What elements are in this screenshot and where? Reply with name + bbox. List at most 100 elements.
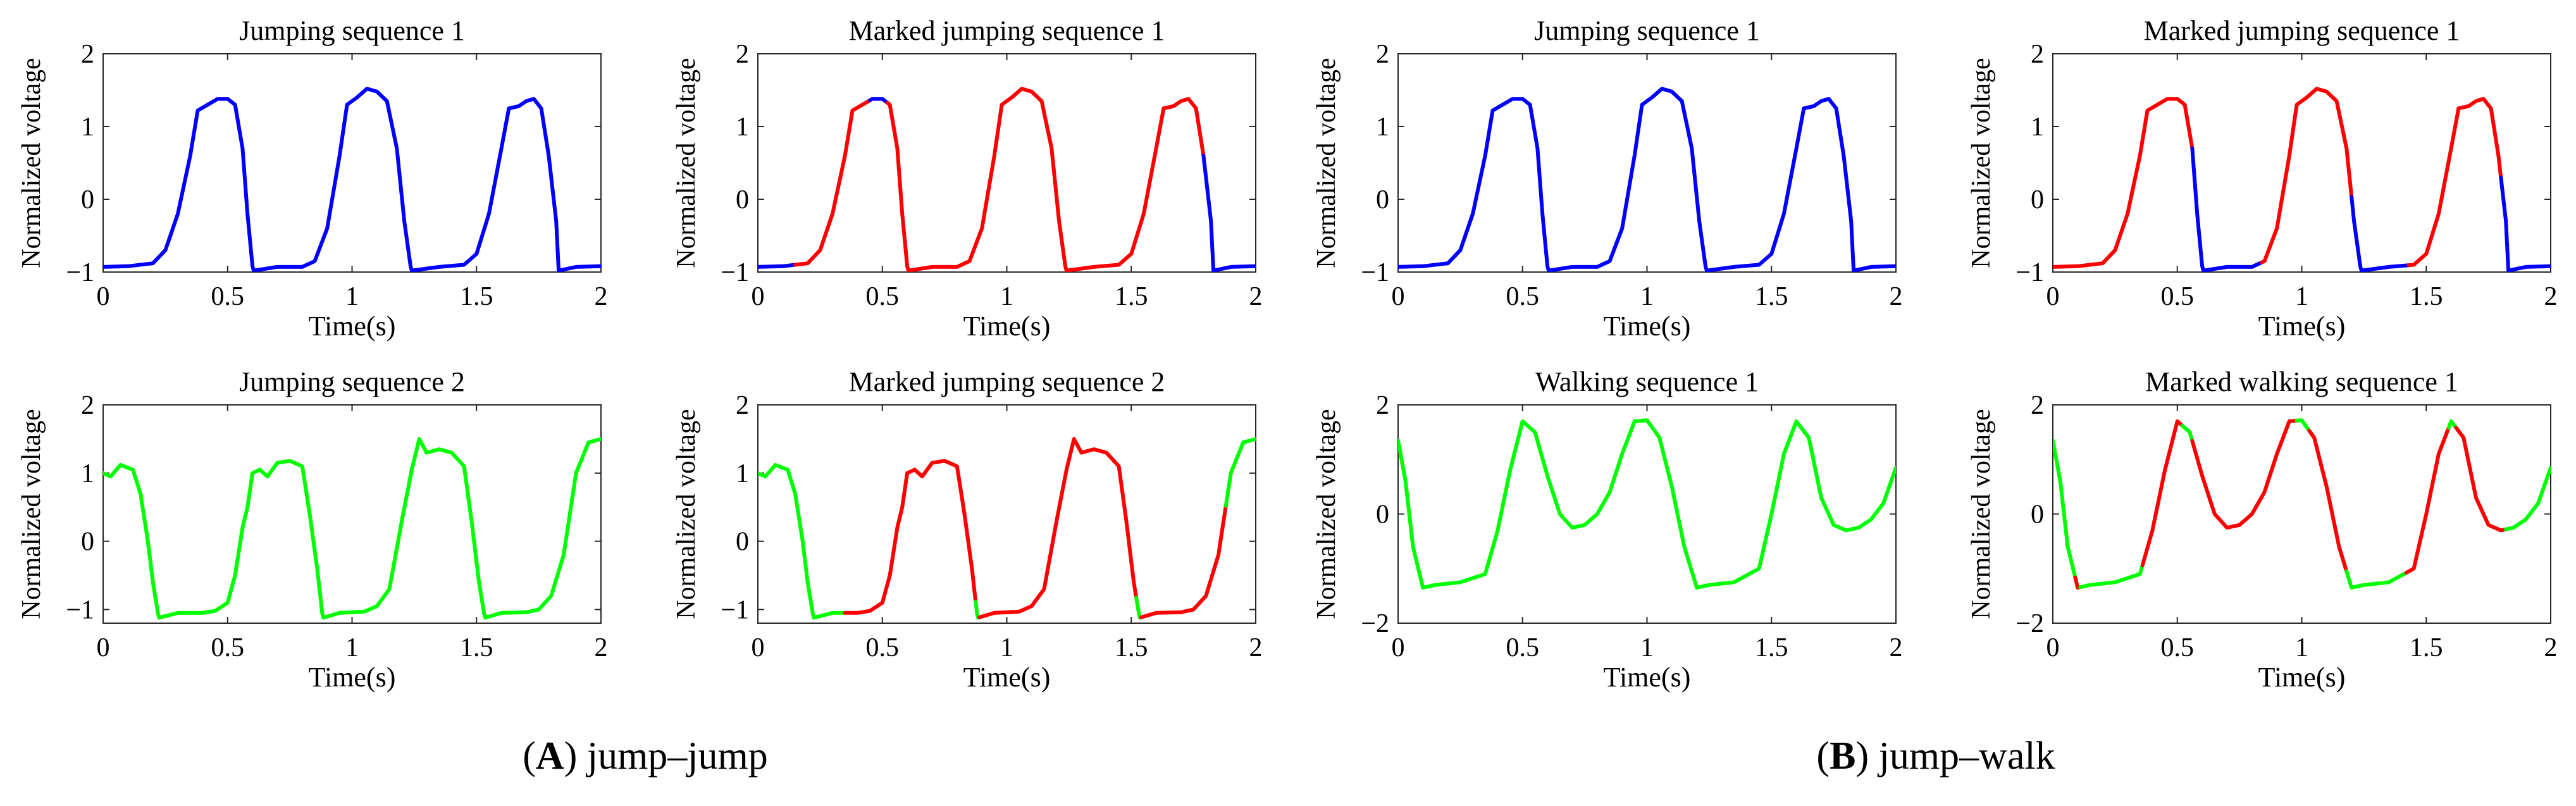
y-tick-label: 2 — [1376, 391, 1389, 420]
series-line-green — [1223, 437, 1256, 508]
y-tick-label: −2 — [2016, 609, 2044, 638]
x-axis-label: Time(s) — [309, 311, 396, 342]
series-line-red — [843, 459, 978, 615]
series-line-red — [793, 98, 872, 267]
chart-a1: Jumping sequence 10 0.5 1 1.5 2−1012Time(s)N… — [17, 15, 608, 342]
y-tick-label: −1 — [721, 258, 749, 287]
y-axis-label: Normalized voltage — [1967, 409, 1996, 619]
y-tick-label: 0 — [736, 185, 749, 214]
x-tick-label: 1.5 — [2410, 633, 2443, 662]
plot-area — [2052, 404, 2551, 624]
x-tick-label: 1 — [2295, 633, 2308, 662]
series-line-red — [2053, 97, 2195, 269]
y-tick-label: 2 — [736, 391, 749, 420]
caption-letter: A — [535, 735, 564, 778]
x-tick-label: 1 — [1000, 633, 1013, 662]
x-tick-label: 0 — [97, 282, 110, 311]
caption-open: ( — [1816, 735, 1830, 778]
chart-title: Marked jumping sequence 2 — [849, 366, 1165, 397]
x-tick-label: 1.5 — [1115, 633, 1148, 662]
series-line-green — [2180, 423, 2195, 443]
series-line-green — [103, 437, 601, 620]
x-tick-label: 0 — [2047, 282, 2060, 311]
chart-title: Marked jumping sequence 1 — [849, 15, 1165, 46]
y-tick-label: 2 — [1376, 40, 1389, 69]
plot-area — [757, 53, 1256, 273]
series-line-red — [977, 437, 1139, 619]
chart-title: Jumping sequence 2 — [239, 366, 465, 397]
x-axis-label: Time(s) — [2258, 311, 2346, 342]
series-line-red — [905, 87, 1206, 272]
y-tick-label: −2 — [1361, 609, 1389, 638]
series-line-green — [974, 600, 982, 620]
x-tick-label: 1 — [1640, 633, 1654, 662]
y-tick-label: 0 — [81, 185, 94, 214]
chart-title: Marked walking sequence 1 — [2145, 366, 2458, 397]
y-axis-label: Normalized voltage — [1967, 58, 1996, 268]
y-axis-label: Normalized voltage — [672, 58, 701, 268]
series-line-blue — [758, 263, 797, 269]
x-tick-label: 0.5 — [211, 282, 245, 311]
series-line-red — [2140, 419, 2184, 567]
y-tick-label: 1 — [81, 113, 94, 142]
plot-area — [102, 53, 602, 273]
y-tick-label: 0 — [1376, 185, 1389, 214]
x-tick-label: 0.5 — [866, 633, 900, 662]
caption-close: ) — [1855, 735, 1869, 778]
x-tick-label: 1 — [1640, 282, 1654, 311]
x-tick-label: 0.5 — [2161, 282, 2195, 311]
x-tick-label: 1.5 — [460, 633, 493, 662]
series-line-green — [2078, 563, 2145, 590]
x-tick-label: 1 — [345, 282, 359, 311]
y-tick-label: 0 — [2031, 185, 2044, 214]
chart-b1: Jumping sequence 10 0.5 1 1.5 2−1012Time(s)N… — [1312, 15, 1903, 342]
y-tick-label: 0 — [1376, 500, 1389, 530]
x-tick-label: 0 — [97, 633, 110, 662]
x-tick-label: 0 — [1392, 282, 1405, 311]
caption-b: (B) jump–walk — [1556, 734, 2315, 779]
caption-letter: B — [1830, 735, 1856, 778]
series-line-green — [2294, 418, 2312, 433]
series-line-green — [2053, 438, 2078, 580]
x-tick-label: 0.5 — [211, 633, 245, 662]
series-line-red — [2454, 426, 2508, 533]
y-axis-label: Normalized voltage — [672, 409, 701, 619]
series-line-red — [2260, 87, 2354, 264]
y-tick-label: −1 — [66, 595, 94, 624]
x-tick-label: 2 — [2544, 633, 2558, 662]
x-axis-label: Time(s) — [309, 662, 396, 693]
caption-a: (A) jump–jump — [266, 734, 1025, 779]
series-line-green — [2504, 466, 2551, 531]
x-tick-label: 1 — [2295, 282, 2308, 311]
series-line-blue — [2499, 175, 2551, 272]
x-tick-label: 2 — [1249, 282, 1263, 311]
x-tick-label: 0 — [752, 633, 765, 662]
y-tick-label: −1 — [66, 258, 94, 287]
x-tick-label: 2 — [1249, 633, 1263, 662]
y-tick-label: 1 — [81, 459, 94, 488]
series-line-green — [2344, 569, 2408, 590]
x-tick-label: 0.5 — [1506, 633, 1540, 662]
series-line-blue — [2190, 146, 2264, 272]
x-axis-label: Time(s) — [1604, 311, 1691, 342]
plot-area — [1397, 404, 1897, 624]
x-tick-label: 1.5 — [1755, 282, 1788, 311]
x-tick-label: 1.5 — [2410, 282, 2443, 311]
y-tick-label: 2 — [2031, 391, 2044, 420]
y-tick-label: −1 — [1361, 258, 1389, 287]
caption-close: ) — [564, 735, 578, 778]
x-axis-label: Time(s) — [963, 311, 1051, 342]
y-tick-label: 2 — [81, 391, 94, 420]
y-tick-label: −1 — [721, 595, 749, 624]
y-tick-label: 0 — [2031, 500, 2044, 530]
y-tick-label: 1 — [736, 113, 749, 142]
x-tick-label: 0.5 — [1506, 282, 1540, 311]
series-line-blue — [103, 87, 601, 272]
chart-b2: Marked jumping sequence 10 0.5 1 1.5 2−1012T… — [1967, 15, 2558, 342]
x-tick-label: 1.5 — [1755, 633, 1788, 662]
x-tick-label: 1 — [1000, 282, 1013, 311]
y-tick-label: 0 — [736, 528, 749, 557]
plot-area — [102, 404, 602, 624]
series-line-blue — [1398, 87, 1896, 272]
chart-b4: Marked walking sequence 10 0.5 1 1.5 2−202Ti… — [1967, 366, 2558, 693]
